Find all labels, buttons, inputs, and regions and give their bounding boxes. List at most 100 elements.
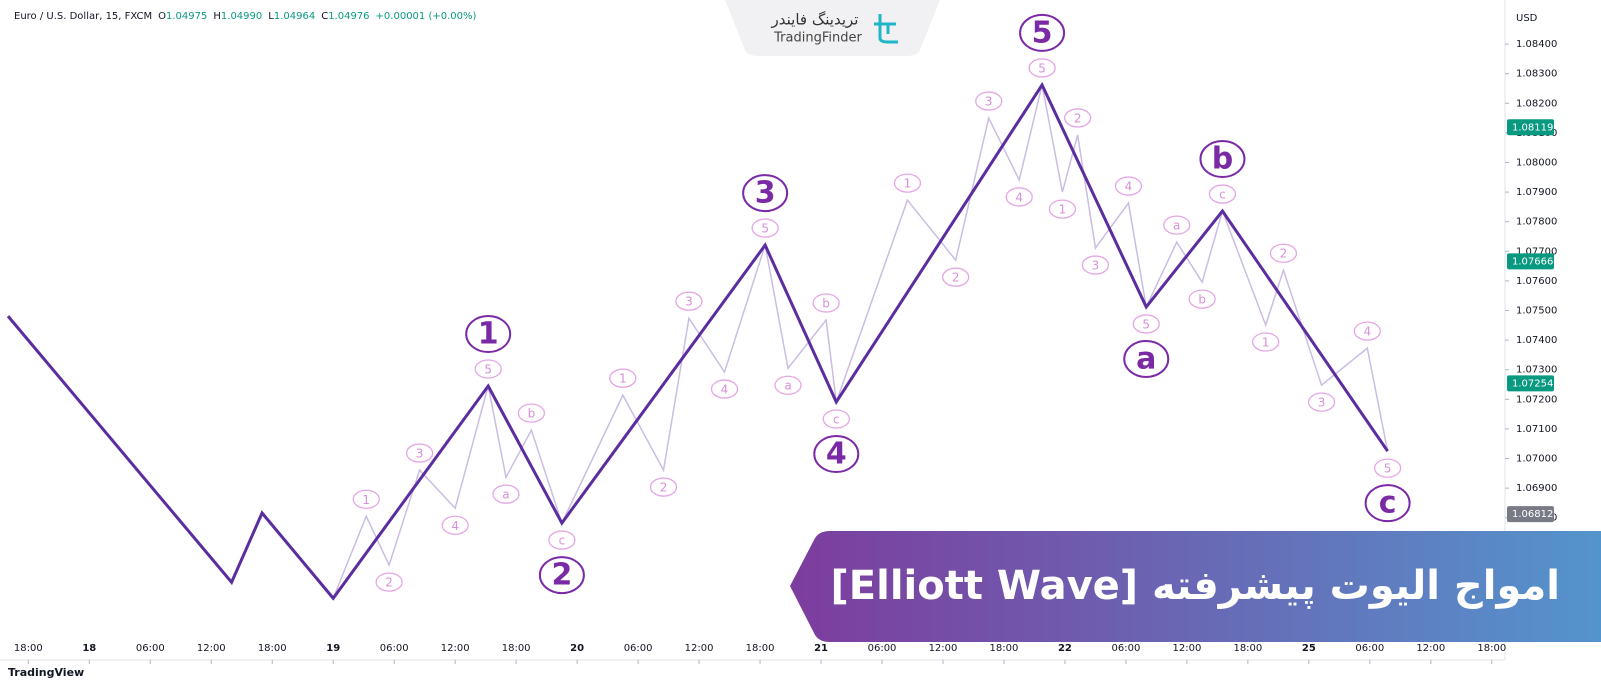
banner: امواج الیوت پیشرفته [Elliott Wave] <box>790 531 1601 642</box>
subwave-label-ring <box>492 484 520 504</box>
watermark: تریدینگ فایندر TradingFinder <box>725 0 940 56</box>
subwave-label: 4 <box>721 383 729 397</box>
subwave-label-ring <box>1163 215 1191 235</box>
wave-label-ring <box>1123 339 1170 378</box>
ohlc-key: C <box>321 11 328 22</box>
x-tick-label: 06:00 <box>1112 643 1141 654</box>
subwave-label-ring <box>474 359 502 379</box>
subwave-label: 3 <box>1092 259 1100 273</box>
wave-line <box>332 84 1389 599</box>
overlay: 12345abc12345abc1234512345abc1234512345a… <box>352 13 1554 595</box>
subwave-label: 5 <box>761 222 769 236</box>
subwave-label: 5 <box>1038 61 1046 75</box>
subwave-label-ring <box>710 379 739 399</box>
subwave-label-ring <box>375 572 403 592</box>
wave-label: 4 <box>826 436 847 471</box>
subwave-label-ring <box>675 291 703 311</box>
subwave-label: 5 <box>1384 462 1392 476</box>
y-tick-label: 1.07500 <box>1516 306 1557 317</box>
subwave-label: b <box>1198 293 1206 307</box>
ohlc-value: 1.04975 <box>166 11 207 22</box>
change: +0.00001 (+0.00%) <box>376 11 477 22</box>
wave-label: 5 <box>1032 15 1053 50</box>
subwave-label-ring <box>751 218 779 238</box>
x-tick-label: 19 <box>326 643 340 654</box>
subwave-label-ring <box>1269 243 1298 263</box>
subwave-label-ring <box>352 489 380 509</box>
subwave-label-ring <box>1028 58 1056 78</box>
price-marker-label: 1.06812 <box>1512 509 1553 520</box>
y-tick-label: 1.07700 <box>1516 246 1557 257</box>
subwave-label: 2 <box>1280 247 1288 261</box>
x-tick-label: 21 <box>814 643 828 654</box>
price-marker-label: 1.08119 <box>1512 122 1553 133</box>
subwave-label: 4 <box>1015 190 1023 204</box>
subwave-label-ring <box>1081 255 1110 275</box>
x-tick-label: 06:00 <box>624 643 653 654</box>
subwave-label: 4 <box>451 519 459 533</box>
subwave-label-ring <box>1188 289 1216 309</box>
x-tick-label: 18:00 <box>990 643 1019 654</box>
x-tick-label: 12:00 <box>197 643 226 654</box>
subwave-label: 5 <box>1142 317 1150 331</box>
wave-label: 1 <box>478 317 499 352</box>
wave-label-ring <box>1199 140 1246 179</box>
subwave-label: 1 <box>904 177 912 191</box>
platform-logo: TradingView <box>8 666 84 679</box>
y-tick-label: 1.07200 <box>1516 394 1557 405</box>
subwave-label-ring <box>405 443 434 463</box>
wave-label-ring <box>1364 484 1411 523</box>
subwave-label: 3 <box>1318 396 1326 410</box>
subwave-label-ring <box>609 368 637 388</box>
x-tick-label: 12:00 <box>929 643 958 654</box>
wave-label-ring <box>538 556 585 595</box>
wave-label: 3 <box>755 176 776 211</box>
subwave-label: b <box>822 296 830 310</box>
banner-title: امواج الیوت پیشرفته [Elliott Wave] <box>831 563 1560 609</box>
symbol-header: Euro / U.S. Dollar, 15, FXCM O1.04975 H 1.0… <box>14 11 477 22</box>
x-tick-label: 12:00 <box>1416 643 1445 654</box>
subwave-label: 2 <box>660 481 668 495</box>
subwave-label: 2 <box>1074 111 1082 125</box>
subwave-label: 1 <box>619 372 627 386</box>
subwave-label: c <box>1219 188 1226 202</box>
subwave-label-ring <box>441 515 469 535</box>
wave-label: 2 <box>551 558 572 593</box>
subwave-label: 4 <box>1363 325 1371 339</box>
subwave-label: b <box>528 407 536 421</box>
y-tick-label: 1.07600 <box>1516 276 1557 287</box>
price-marker-label: 1.07254 <box>1512 378 1553 389</box>
subwave-label: a <box>1173 219 1180 233</box>
subwave-label-ring <box>1114 176 1143 196</box>
ohlc-value: 1.04976 <box>328 11 369 22</box>
x-tick-label: 06:00 <box>1355 643 1384 654</box>
price-marker <box>1507 506 1554 523</box>
subwave-label-ring <box>1132 314 1160 334</box>
brand-persian: تریدینگ فایندر <box>771 11 859 29</box>
subwave-label: 4 <box>1125 180 1133 194</box>
subwave-label: 1 <box>1262 336 1270 350</box>
x-tick-label: 20 <box>570 643 584 654</box>
x-tick-label: 18:00 <box>14 643 43 654</box>
ohlc-key: H <box>213 11 221 22</box>
x-tick-label: 06:00 <box>868 643 897 654</box>
wave-label-ring <box>742 174 789 213</box>
brand-latin: TradingFinder <box>773 31 862 46</box>
price-marker <box>1507 119 1554 136</box>
y-tick-label: 1.07900 <box>1516 187 1557 198</box>
subwave-label-ring <box>1208 184 1237 204</box>
subwave-label: c <box>559 534 566 548</box>
subwave-label-ring <box>548 530 576 550</box>
symbol: Euro / U.S. Dollar, 15, FXCM <box>14 11 152 22</box>
subwave-label-ring <box>517 403 546 423</box>
subwave-label-ring <box>774 375 802 395</box>
price-marker <box>1507 375 1554 392</box>
wave-label: a <box>1136 341 1156 376</box>
x-tick-label: 12:00 <box>1172 643 1201 654</box>
ohlc-key: O <box>158 11 166 22</box>
x-tick-label: 06:00 <box>380 643 409 654</box>
subwave-label-ring <box>812 293 840 313</box>
x-tick-label: 18:00 <box>502 643 531 654</box>
brand-logo <box>874 14 898 44</box>
